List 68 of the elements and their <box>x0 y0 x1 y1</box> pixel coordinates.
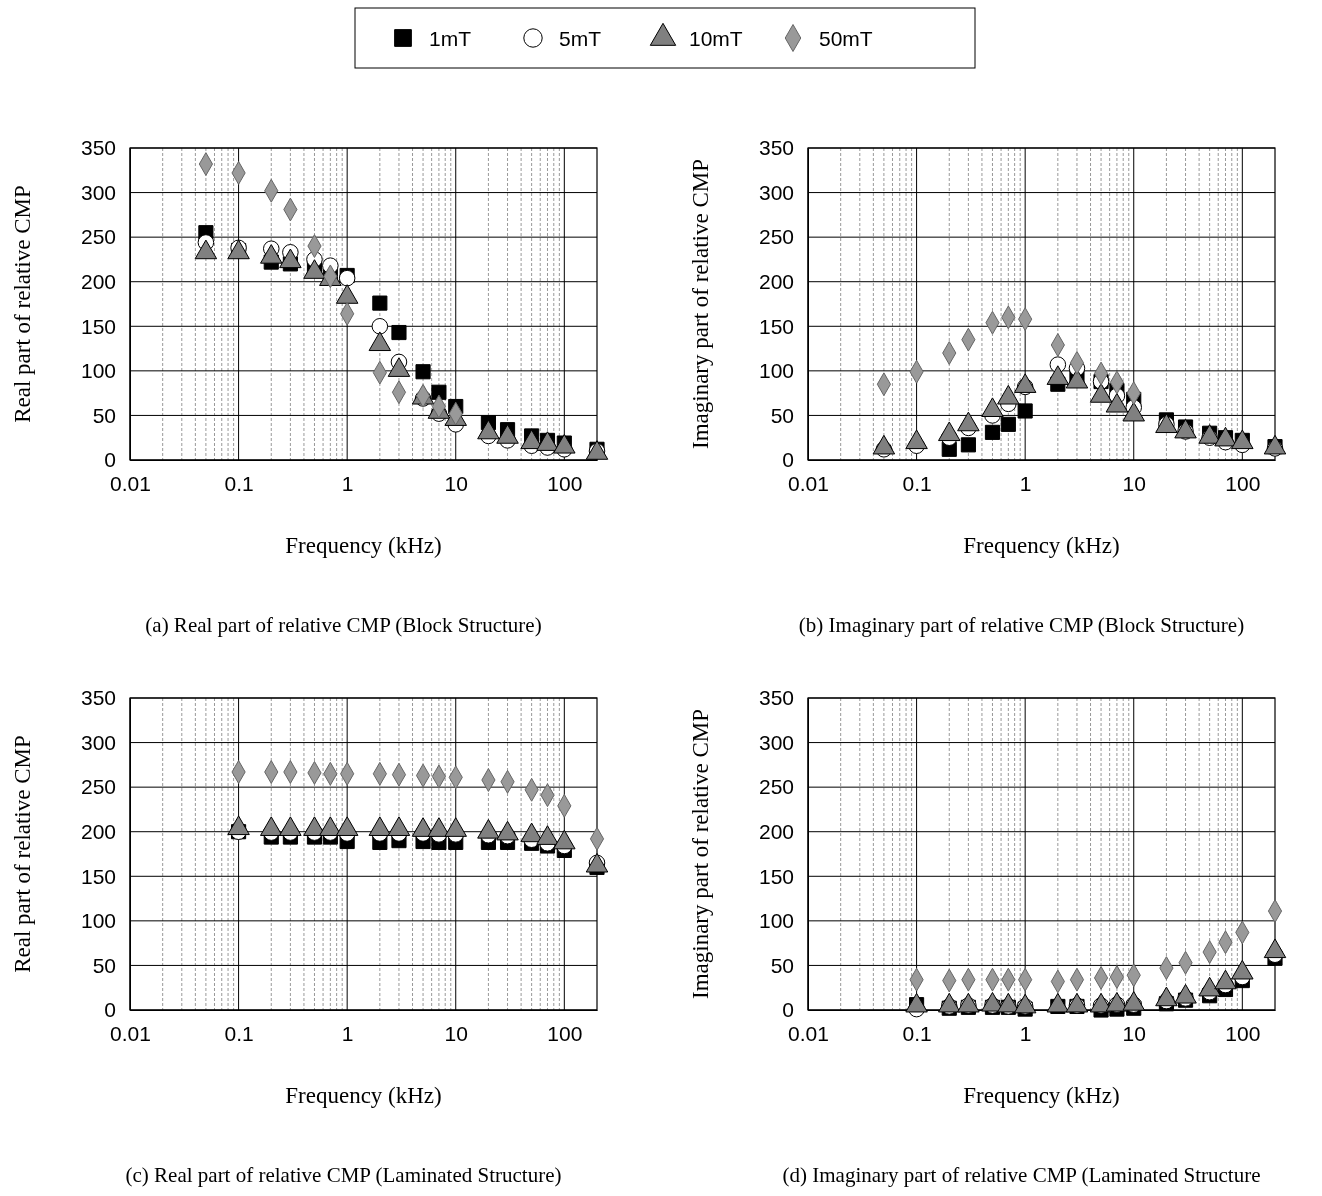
y-tick-label: 350 <box>758 686 794 710</box>
y-tick-label: 250 <box>80 225 116 249</box>
y-tick-label: 150 <box>758 864 794 888</box>
y-tick-label: 50 <box>770 953 794 977</box>
x-tick-label: 1 <box>1019 1021 1032 1045</box>
x-tick-label: 100 <box>1225 1021 1261 1045</box>
y-tick-label: 50 <box>92 403 116 427</box>
x-tick-label: 0.01 <box>110 471 151 495</box>
x-tick-label: 0.1 <box>224 1021 254 1045</box>
x-tick-label: 10 <box>1122 1021 1146 1045</box>
y-tick-label: 0 <box>104 998 116 1022</box>
text: (a) Real part of relative CMP (Block Structure) <box>145 613 542 637</box>
y-axis-title: Real part of relative CMP <box>10 735 35 973</box>
y-axis-title: Imaginary part of relative CMP <box>688 159 713 449</box>
x-axis-title: Frequency (kHz) <box>963 533 1120 558</box>
y-tick-label: 300 <box>758 730 794 754</box>
y-tick-label: 200 <box>80 269 116 293</box>
x-tick-label: 0.1 <box>902 471 932 495</box>
x-tick-label: 100 <box>1225 471 1261 495</box>
y-tick-label: 200 <box>80 819 116 843</box>
y-tick-label: 0 <box>104 448 116 472</box>
y-tick-label: 300 <box>80 730 116 754</box>
legend-label: 1mT <box>429 27 472 50</box>
y-tick-label: 250 <box>758 775 794 799</box>
text: (b) Imaginary part of relative CMP (Block Structure) <box>798 613 1245 637</box>
x-tick-label: 10 <box>444 1021 468 1045</box>
text: (d) Imaginary part of relative CMP (Laminated Structure <box>782 1163 1261 1187</box>
x-tick-label: 10 <box>1122 471 1146 495</box>
x-tick-label: 0.01 <box>110 1021 151 1045</box>
x-tick-label: 100 <box>547 471 583 495</box>
y-tick-label: 100 <box>80 359 116 383</box>
y-axis-title: Imaginary part of relative CMP <box>688 709 713 999</box>
y-tick-label: 300 <box>758 180 794 204</box>
x-tick-label: 10 <box>444 471 468 495</box>
x-tick-label: 0.01 <box>788 1021 829 1045</box>
legend-label: 10mT <box>689 27 743 50</box>
x-tick-label: 0.1 <box>902 1021 932 1045</box>
x-tick-label: 1 <box>1019 471 1032 495</box>
y-tick-label: 350 <box>758 136 794 160</box>
y-tick-label: 0 <box>782 998 794 1022</box>
y-tick-label: 150 <box>80 314 116 338</box>
y-tick-label: 350 <box>80 136 116 160</box>
x-axis-title: Frequency (kHz) <box>963 1083 1120 1108</box>
y-tick-label: 50 <box>770 403 794 427</box>
y-tick-label: 300 <box>80 180 116 204</box>
text: (c) Real part of relative CMP (Laminated Structure) <box>125 1163 562 1187</box>
x-tick-label: 0.01 <box>788 471 829 495</box>
x-axis-title: Frequency (kHz) <box>285 1083 442 1108</box>
y-tick-label: 250 <box>758 225 794 249</box>
y-tick-label: 200 <box>758 819 794 843</box>
y-tick-label: 100 <box>758 909 794 933</box>
y-tick-label: 200 <box>758 269 794 293</box>
legend-label: 5mT <box>559 27 602 50</box>
y-tick-label: 100 <box>758 359 794 383</box>
y-axis-title: Real part of relative CMP <box>10 185 35 423</box>
y-tick-label: 50 <box>92 953 116 977</box>
y-tick-label: 0 <box>782 448 794 472</box>
y-tick-label: 250 <box>80 775 116 799</box>
legend-label: 50mT <box>819 27 873 50</box>
y-tick-label: 150 <box>80 864 116 888</box>
x-tick-label: 100 <box>547 1021 583 1045</box>
x-axis-title: Frequency (kHz) <box>285 533 442 558</box>
x-tick-label: 0.1 <box>224 471 254 495</box>
y-tick-label: 350 <box>80 686 116 710</box>
y-tick-label: 100 <box>80 909 116 933</box>
x-tick-label: 1 <box>341 471 354 495</box>
y-tick-label: 150 <box>758 314 794 338</box>
x-tick-label: 1 <box>341 1021 354 1045</box>
